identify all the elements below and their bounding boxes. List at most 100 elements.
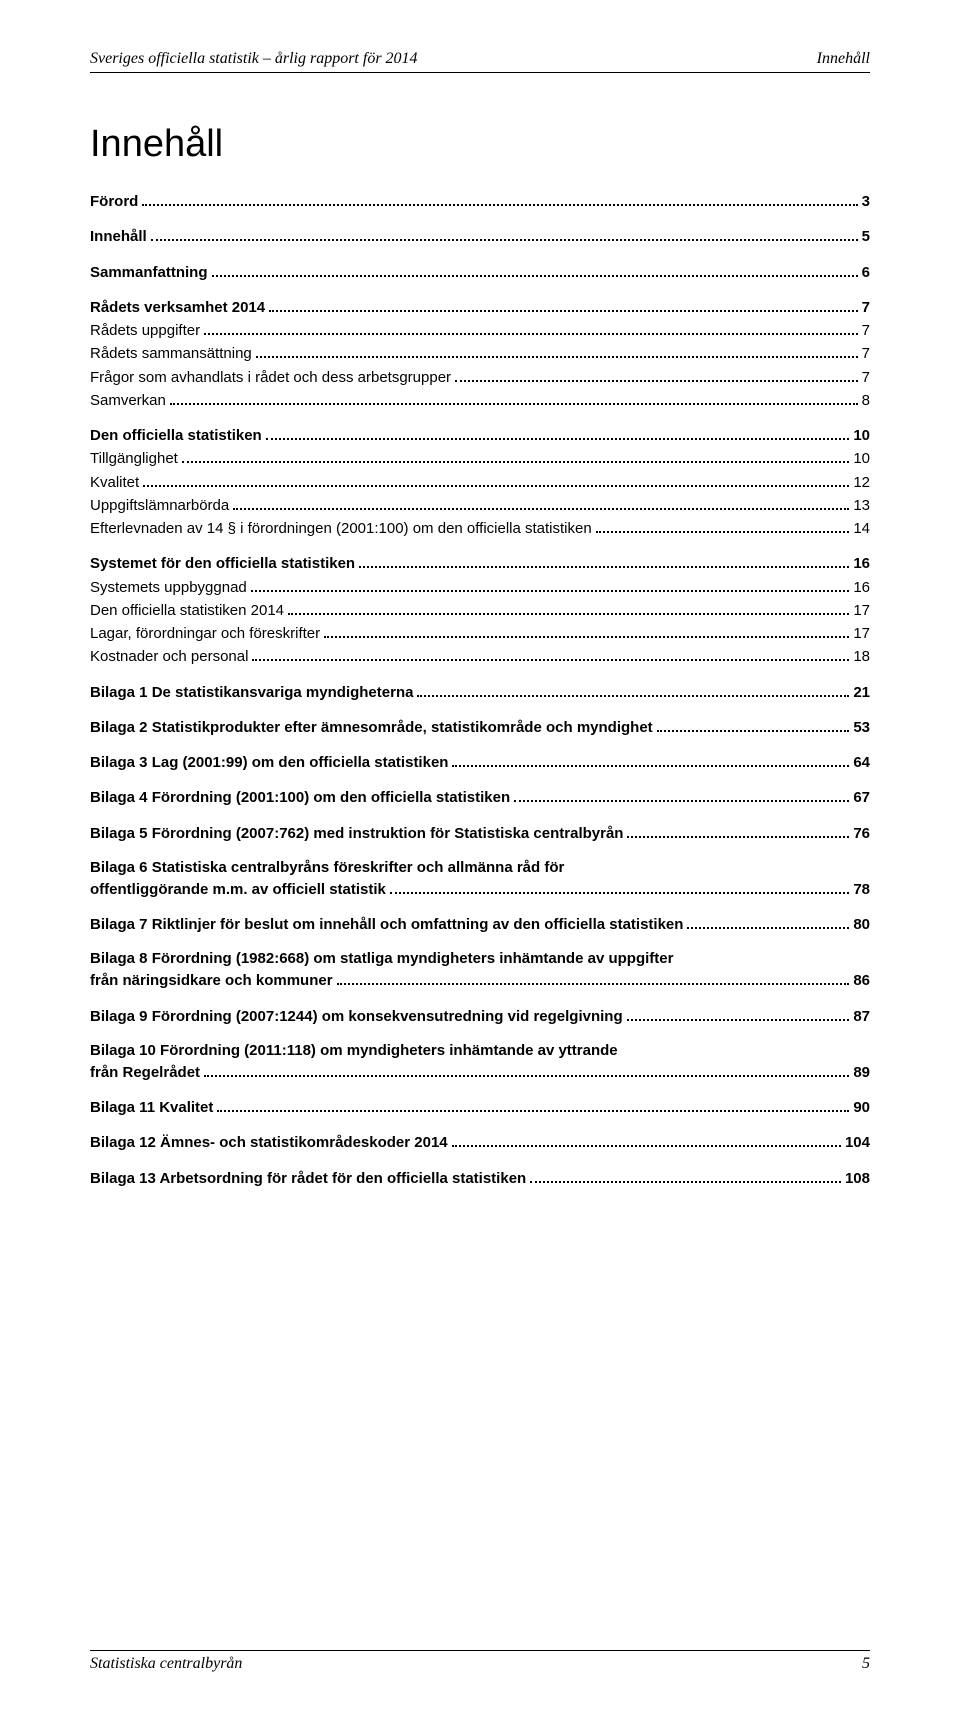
toc-leader-dots <box>212 275 858 277</box>
toc-page-number: 76 <box>853 822 870 845</box>
toc-entry: Frågor som avhandlats i rådet och dess a… <box>90 366 870 389</box>
toc-label: Samverkan <box>90 389 166 412</box>
toc-label: Bilaga 9 Förordning (2007:1244) om konse… <box>90 1005 623 1028</box>
toc-label: Förord <box>90 190 138 213</box>
toc-label: offentliggörande m.m. av officiell stati… <box>90 878 386 901</box>
toc-entry-line2: från Regelrådet89 <box>90 1061 870 1084</box>
toc-page-number: 80 <box>853 913 870 936</box>
toc-page-number: 3 <box>862 190 870 213</box>
toc-page-number: 18 <box>853 645 870 668</box>
toc-entry: Den officiella statistiken 2014 17 <box>90 599 870 622</box>
toc-leader-dots <box>288 613 849 615</box>
toc-entry: Bilaga 13 Arbetsordning för rådet för de… <box>90 1167 870 1190</box>
toc-leader-dots <box>530 1181 841 1183</box>
toc-label: Innehåll <box>90 225 147 248</box>
toc-entry: Bilaga 1 De statistikansvariga myndighet… <box>90 681 870 704</box>
toc-label: Efterlevnaden av 14 § i förordningen (20… <box>90 517 592 540</box>
toc-page-number: 14 <box>853 517 870 540</box>
toc-page-number: 78 <box>853 878 870 901</box>
toc-entry: Bilaga 9 Förordning (2007:1244) om konse… <box>90 1005 870 1028</box>
toc-page-number: 67 <box>853 786 870 809</box>
toc-page-number: 16 <box>853 576 870 599</box>
toc-label: Frågor som avhandlats i rådet och dess a… <box>90 366 451 389</box>
toc-entry: Sammanfattning 6 <box>90 261 870 284</box>
toc-page-number: 7 <box>862 296 870 319</box>
table-of-contents: Förord 3 Innehåll 5 Sammanfattning 6 Rådets ve… <box>90 190 870 1190</box>
toc-leader-dots <box>170 403 858 405</box>
toc-entry: Samverkan 8 <box>90 389 870 412</box>
toc-label: Lagar, förordningar och föreskrifter <box>90 622 320 645</box>
toc-page-number: 17 <box>853 599 870 622</box>
toc-page-number: 7 <box>862 366 870 389</box>
toc-page-number: 7 <box>862 319 870 342</box>
toc-label: Bilaga 1 De statistikansvariga myndighet… <box>90 681 413 704</box>
toc-page-number: 104 <box>845 1131 870 1154</box>
toc-label: Den officiella statistiken 2014 <box>90 599 284 622</box>
toc-entry: Systemets uppbyggnad16 <box>90 576 870 599</box>
toc-leader-dots <box>359 566 849 568</box>
toc-leader-dots <box>204 333 858 335</box>
header-left: Sveriges officiella statistik – årlig ra… <box>90 50 418 68</box>
toc-entry: Kostnader och personal 18 <box>90 645 870 668</box>
toc-page-number: 53 <box>853 716 870 739</box>
toc-page-number: 7 <box>862 342 870 365</box>
toc-label: Uppgiftslämnarbörda <box>90 494 229 517</box>
toc-leader-dots <box>143 485 849 487</box>
toc-leader-dots <box>514 800 849 802</box>
toc-label: Kvalitet <box>90 471 139 494</box>
toc-page-number: 21 <box>853 681 870 704</box>
toc-page-number: 5 <box>862 225 870 248</box>
toc-label: Bilaga 13 Arbetsordning för rådet för de… <box>90 1167 526 1190</box>
toc-leader-dots <box>452 765 849 767</box>
toc-leader-dots <box>204 1075 849 1077</box>
page-title: Innehåll <box>90 123 870 166</box>
toc-leader-dots <box>337 983 850 985</box>
toc-entry: Tillgänglighet10 <box>90 447 870 470</box>
toc-entry: Den officiella statistiken10 <box>90 424 870 447</box>
toc-label: från näringsidkare och kommuner <box>90 969 333 992</box>
toc-entry: Bilaga 10 Förordning (2011:118) om myndi… <box>90 1040 870 1084</box>
toc-label: Bilaga 8 Förordning (1982:668) om statli… <box>90 948 870 969</box>
toc-page-number: 6 <box>862 261 870 284</box>
toc-leader-dots <box>252 659 849 661</box>
toc-page-number: 17 <box>853 622 870 645</box>
toc-leader-dots <box>390 892 849 894</box>
toc-label: Kostnader och personal <box>90 645 248 668</box>
toc-page-number: 8 <box>862 389 870 412</box>
toc-label: Sammanfattning <box>90 261 208 284</box>
toc-entry: Bilaga 5 Förordning (2007:762) med instr… <box>90 822 870 845</box>
toc-page-number: 10 <box>853 447 870 470</box>
toc-leader-dots <box>142 204 857 206</box>
toc-entry: Rådets sammansättning7 <box>90 342 870 365</box>
toc-entry: Bilaga 7 Riktlinjer för beslut om innehå… <box>90 913 870 936</box>
toc-leader-dots <box>269 310 858 312</box>
toc-entry: Lagar, förordningar och föreskrifter 17 <box>90 622 870 645</box>
footer-left: Statistiska centralbyrån <box>90 1655 242 1673</box>
toc-label: Bilaga 5 Förordning (2007:762) med instr… <box>90 822 623 845</box>
toc-leader-dots <box>151 239 858 241</box>
toc-entry: Bilaga 11 Kvalitet90 <box>90 1096 870 1119</box>
toc-label: Rådets uppgifter <box>90 319 200 342</box>
toc-leader-dots <box>266 438 850 440</box>
toc-entry: Rådets verksamhet 20147 <box>90 296 870 319</box>
toc-leader-dots <box>233 508 849 510</box>
toc-leader-dots <box>324 636 849 638</box>
toc-page-number: 87 <box>853 1005 870 1028</box>
toc-entry: Bilaga 12 Ämnes- och statistikområdeskod… <box>90 1131 870 1154</box>
toc-entry: Förord 3 <box>90 190 870 213</box>
toc-entry: Innehåll 5 <box>90 225 870 248</box>
toc-entry: Bilaga 6 Statistiska centralbyråns föres… <box>90 857 870 901</box>
toc-entry: Efterlevnaden av 14 § i förordningen (20… <box>90 517 870 540</box>
toc-leader-dots <box>596 531 850 533</box>
toc-entry: Bilaga 8 Förordning (1982:668) om statli… <box>90 948 870 992</box>
toc-leader-dots <box>627 836 849 838</box>
toc-leader-dots <box>251 590 850 592</box>
toc-page-number: 89 <box>853 1061 870 1084</box>
toc-entry: Bilaga 4 Förordning (2001:100) om den of… <box>90 786 870 809</box>
toc-entry: Systemet för den officiella statistiken1… <box>90 552 870 575</box>
toc-entry-line2: från näringsidkare och kommuner 86 <box>90 969 870 992</box>
toc-label: Bilaga 11 Kvalitet <box>90 1096 213 1119</box>
toc-label: Bilaga 6 Statistiska centralbyråns föres… <box>90 857 870 878</box>
toc-leader-dots <box>256 356 858 358</box>
toc-page-number: 86 <box>853 969 870 992</box>
